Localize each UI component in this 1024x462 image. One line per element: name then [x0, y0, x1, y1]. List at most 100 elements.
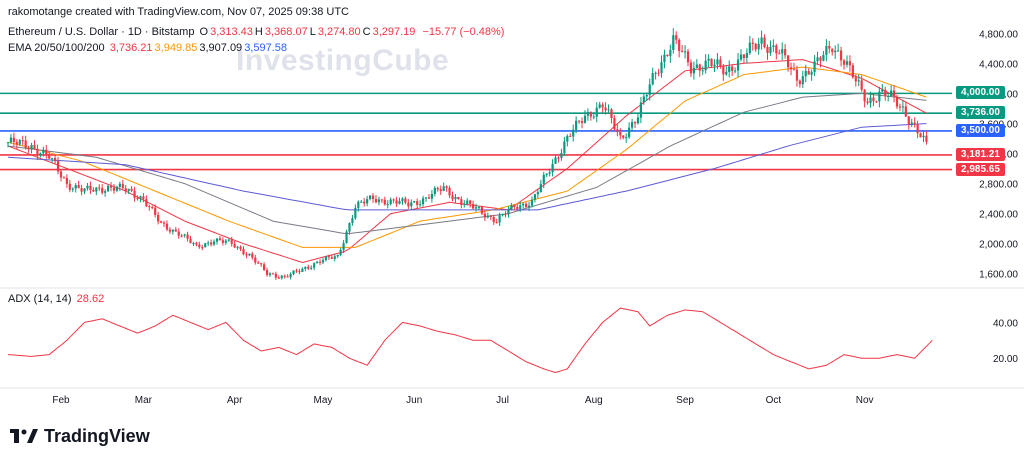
candle-body: [681, 50, 684, 53]
symbol-title[interactable]: Ethereum / U.S. Dollar · 1D · Bitstamp: [8, 26, 195, 38]
ema-label[interactable]: EMA 20/50/100/200: [8, 42, 105, 54]
candle-body: [598, 104, 601, 108]
candle-body: [736, 59, 740, 71]
candle-body: [407, 202, 410, 207]
candle-body: [419, 204, 422, 206]
candle-body: [919, 133, 922, 138]
candle-body: [892, 90, 896, 97]
ema-value-2: 3,907.09: [199, 42, 243, 54]
ema-value-1: 3,949.85: [154, 42, 198, 54]
candle-body: [910, 122, 913, 125]
candle-body: [781, 49, 784, 54]
created-by-text: rakomotange created with TradingView.com…: [8, 6, 349, 18]
candlesticks: [6, 28, 928, 280]
candle-body: [881, 89, 884, 92]
candle-body: [398, 201, 401, 204]
candle-body: [707, 58, 710, 61]
ema20-line: [7, 59, 927, 264]
candle-body: [692, 67, 695, 74]
candle-body: [583, 115, 587, 123]
candle-body: [633, 122, 637, 124]
candle-body: [651, 73, 654, 85]
candle-body: [257, 262, 260, 264]
candle-body: [522, 203, 525, 206]
candle-body: [710, 58, 713, 67]
candle-body: [786, 55, 790, 68]
candle-body: [792, 69, 796, 71]
candle-body: [104, 191, 107, 193]
candle-body: [901, 106, 904, 108]
candle-body: [30, 144, 33, 150]
time-axis[interactable]: Feb Mar Apr May Jun Jul Aug Sep Oct Nov: [52, 395, 873, 406]
candle-body: [775, 45, 778, 54]
candle-body: [313, 263, 316, 268]
watermark-logo: InvestingCube: [236, 44, 450, 77]
candle-body: [439, 189, 442, 192]
candle-body: [866, 101, 869, 103]
adx-tick-label: 40.00: [993, 318, 1018, 329]
candle-body: [360, 201, 363, 203]
candle-body: [215, 238, 219, 242]
candle-body: [445, 186, 448, 188]
candle-body: [530, 199, 534, 206]
candle-body: [436, 187, 439, 190]
candle-body: [563, 141, 566, 154]
tradingview-footer[interactable]: TradingView: [10, 426, 150, 447]
candle-body: [363, 201, 366, 204]
candle-body: [557, 157, 560, 159]
ema100-line: [7, 92, 927, 235]
candle-body: [421, 198, 425, 205]
candle-body: [804, 70, 807, 77]
candle-body: [675, 35, 678, 40]
candle-body: [642, 96, 645, 103]
candle-body: [657, 72, 660, 74]
candle-body: [904, 106, 907, 117]
candle-body: [377, 199, 381, 203]
ohlc-value-h: 3,368.07: [264, 26, 308, 38]
candle-body: [327, 256, 330, 258]
candle-body: [595, 107, 598, 117]
candle-body: [713, 64, 716, 67]
ohlc-value-o: 3,313.43: [210, 26, 253, 38]
candle-body: [575, 120, 578, 130]
candle-body: [165, 223, 169, 230]
candle-body: [101, 188, 104, 193]
candle-body: [666, 54, 669, 57]
candle-body: [757, 43, 760, 50]
candle-body: [401, 198, 404, 202]
price-tick-label: 2,400.00: [979, 210, 1018, 221]
candle-body: [130, 188, 133, 191]
candle-body: [333, 256, 336, 259]
candle-body: [212, 241, 216, 245]
candle-body: [566, 135, 569, 142]
candle-body: [813, 61, 816, 73]
candle-body: [728, 66, 731, 72]
candle-body: [527, 205, 531, 208]
candle-body: [183, 234, 186, 236]
month-label: Apr: [227, 395, 243, 406]
candle-body: [480, 207, 484, 214]
candle-body: [630, 122, 634, 128]
price-change: −15.77 (−0.48%): [422, 26, 505, 38]
candle-body: [819, 57, 822, 61]
candle-body: [45, 149, 48, 155]
level-price-label: 3,500.00: [956, 123, 1005, 137]
candle-body: [810, 72, 813, 75]
adx-label[interactable]: ADX (14, 14): [8, 293, 72, 305]
horizontal-levels[interactable]: [0, 92, 952, 171]
candle-body: [292, 270, 295, 275]
candle-body: [33, 144, 36, 149]
candle-body: [507, 209, 510, 215]
candle-body: [839, 50, 843, 61]
candle-body: [463, 203, 466, 205]
candle-body: [42, 149, 45, 154]
candle-body: [448, 187, 451, 196]
candle-body: [716, 59, 719, 65]
candle-body: [56, 161, 60, 172]
candle-body: [719, 59, 722, 66]
price-axis[interactable]: 4,800.004,400.004,000.003,600.003,200.00…: [979, 29, 1018, 365]
candle-body: [548, 172, 551, 174]
candle-body: [660, 62, 663, 74]
candle-body: [592, 116, 595, 118]
candle-body: [751, 42, 754, 44]
